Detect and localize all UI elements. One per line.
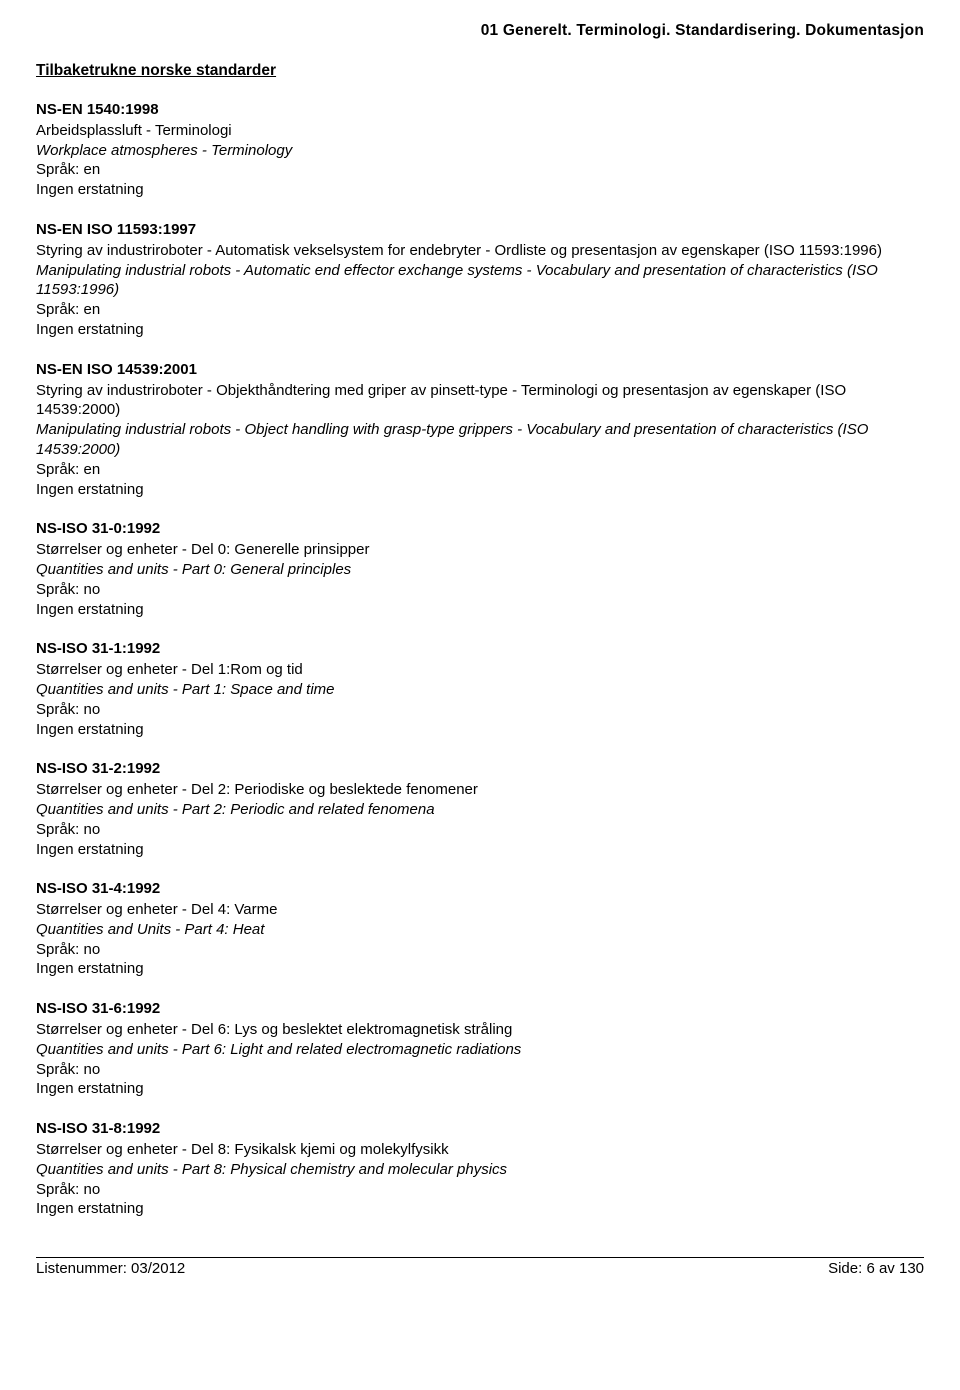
standard-title-en: Quantities and units - Part 1: Space and… — [36, 680, 924, 700]
standard-replacement: Ingen erstatning — [36, 180, 924, 200]
footer-right: Side: 6 av 130 — [828, 1260, 924, 1277]
standard-language: Språk: no — [36, 1180, 924, 1200]
standard-entry: NS-EN ISO 11593:1997Styring av industrir… — [36, 220, 924, 340]
standard-language: Språk: no — [36, 580, 924, 600]
standard-title-no: Størrelser og enheter - Del 4: Varme — [36, 900, 924, 920]
standard-title-no: Styring av industriroboter - Automatisk … — [36, 241, 924, 261]
standard-title-en: Quantities and Units - Part 4: Heat — [36, 920, 924, 940]
standard-code: NS-EN 1540:1998 — [36, 100, 924, 120]
standard-title-no: Størrelser og enheter - Del 0: Generelle… — [36, 540, 924, 560]
standard-entry: NS-ISO 31-4:1992Størrelser og enheter - … — [36, 879, 924, 979]
footer-left: Listenummer: 03/2012 — [36, 1260, 185, 1277]
standard-title-en: Manipulating industrial robots - Automat… — [36, 261, 924, 301]
standard-title-en: Quantities and units - Part 2: Periodic … — [36, 800, 924, 820]
standard-language: Språk: no — [36, 1060, 924, 1080]
standard-language: Språk: no — [36, 940, 924, 960]
standard-title-en: Workplace atmospheres - Terminology — [36, 141, 924, 161]
standard-title-en: Quantities and units - Part 8: Physical … — [36, 1160, 924, 1180]
standard-entry: NS-ISO 31-6:1992Størrelser og enheter - … — [36, 999, 924, 1099]
standard-code: NS-ISO 31-6:1992 — [36, 999, 924, 1019]
standard-replacement: Ingen erstatning — [36, 320, 924, 340]
entries-list: NS-EN 1540:1998Arbeidsplassluft - Termin… — [36, 100, 924, 1219]
standard-replacement: Ingen erstatning — [36, 720, 924, 740]
standard-replacement: Ingen erstatning — [36, 1199, 924, 1219]
section-heading: Tilbaketrukne norske standarder — [36, 62, 924, 80]
standard-entry: NS-ISO 31-8:1992Størrelser og enheter - … — [36, 1119, 924, 1219]
standard-language: Språk: en — [36, 460, 924, 480]
standard-language: Språk: no — [36, 820, 924, 840]
standard-replacement: Ingen erstatning — [36, 840, 924, 860]
standard-replacement: Ingen erstatning — [36, 480, 924, 500]
standard-title-en: Quantities and units - Part 6: Light and… — [36, 1040, 924, 1060]
standard-entry: NS-ISO 31-2:1992Størrelser og enheter - … — [36, 759, 924, 859]
page-footer: Listenummer: 03/2012 Side: 6 av 130 — [36, 1257, 924, 1277]
page-header: 01 Generelt. Terminologi. Standardiserin… — [36, 22, 924, 40]
standard-language: Språk: en — [36, 300, 924, 320]
standard-title-en: Quantities and units - Part 0: General p… — [36, 560, 924, 580]
standard-language: Språk: no — [36, 700, 924, 720]
standard-code: NS-ISO 31-1:1992 — [36, 639, 924, 659]
standard-entry: NS-EN 1540:1998Arbeidsplassluft - Termin… — [36, 100, 924, 200]
standard-replacement: Ingen erstatning — [36, 1079, 924, 1099]
standard-entry: NS-ISO 31-0:1992Størrelser og enheter - … — [36, 519, 924, 619]
standard-title-en: Manipulating industrial robots - Object … — [36, 420, 924, 460]
standard-code: NS-EN ISO 14539:2001 — [36, 360, 924, 380]
standard-title-no: Arbeidsplassluft - Terminologi — [36, 121, 924, 141]
standard-entry: NS-EN ISO 14539:2001Styring av industrir… — [36, 360, 924, 500]
standard-replacement: Ingen erstatning — [36, 600, 924, 620]
standard-code: NS-ISO 31-0:1992 — [36, 519, 924, 539]
standard-code: NS-EN ISO 11593:1997 — [36, 220, 924, 240]
standard-title-no: Størrelser og enheter - Del 8: Fysikalsk… — [36, 1140, 924, 1160]
standard-code: NS-ISO 31-2:1992 — [36, 759, 924, 779]
standard-title-no: Styring av industriroboter - Objekthåndt… — [36, 381, 924, 421]
standard-code: NS-ISO 31-4:1992 — [36, 879, 924, 899]
standard-title-no: Størrelser og enheter - Del 2: Periodisk… — [36, 780, 924, 800]
standard-language: Språk: en — [36, 160, 924, 180]
standard-title-no: Størrelser og enheter - Del 6: Lys og be… — [36, 1020, 924, 1040]
standard-title-no: Størrelser og enheter - Del 1:Rom og tid — [36, 660, 924, 680]
standard-entry: NS-ISO 31-1:1992Størrelser og enheter - … — [36, 639, 924, 739]
standard-replacement: Ingen erstatning — [36, 959, 924, 979]
standard-code: NS-ISO 31-8:1992 — [36, 1119, 924, 1139]
